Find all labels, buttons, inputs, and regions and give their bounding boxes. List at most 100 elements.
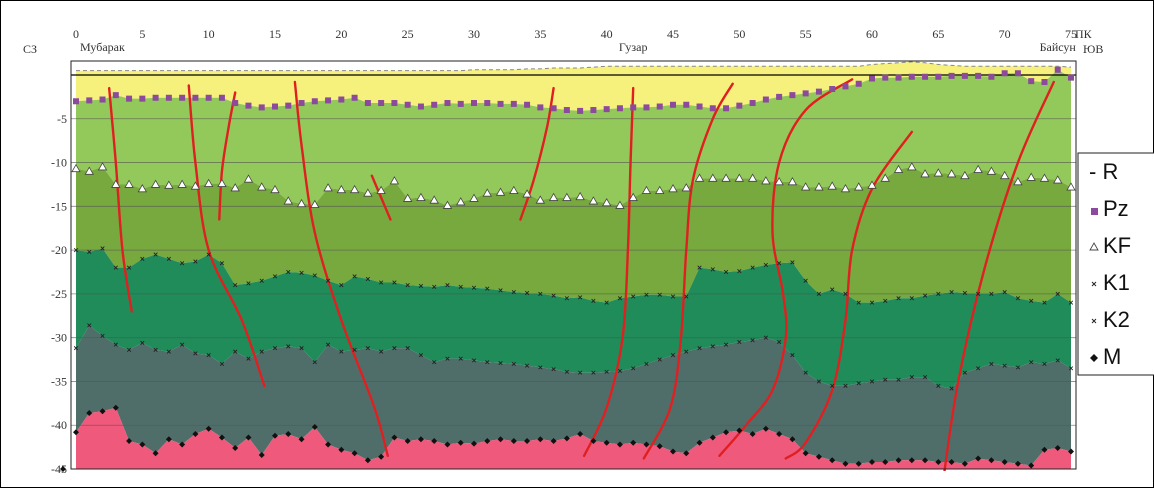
point-K2-37 xyxy=(564,369,569,374)
point-M-60 xyxy=(869,458,875,465)
point-K1-17 xyxy=(299,270,304,275)
point-M-12 xyxy=(232,444,239,451)
point-K2-31 xyxy=(485,360,490,365)
point-K2-72 xyxy=(1029,360,1034,365)
point-K1-31 xyxy=(485,286,490,291)
point-M-34 xyxy=(524,437,531,444)
point-M-22 xyxy=(364,457,371,464)
point-K1-42 xyxy=(631,294,636,299)
point-KF-54 xyxy=(787,177,798,186)
point-M-74 xyxy=(1054,444,1061,451)
y-tick-label-25: -25 xyxy=(51,287,67,301)
point-M-7 xyxy=(165,436,172,443)
point-K1-48 xyxy=(710,267,715,272)
point-KF-0 xyxy=(71,163,81,173)
point-Pz-1 xyxy=(86,97,93,104)
point-K1-33 xyxy=(511,290,516,295)
point-M-27 xyxy=(431,437,438,444)
point-K2-69 xyxy=(989,361,994,367)
point-K1-7 xyxy=(166,256,171,261)
point-K1-58 xyxy=(843,291,848,297)
point-Pz-18 xyxy=(311,98,318,105)
point-K1-32 xyxy=(498,288,503,293)
point-Pz-64 xyxy=(922,73,929,80)
point-K2-20 xyxy=(339,349,344,354)
x-unit-label: ПК xyxy=(1075,27,1093,41)
y-tick-label-45: -45 xyxy=(51,462,67,476)
point-Pz-36 xyxy=(550,105,557,112)
point-Pz-23 xyxy=(378,100,385,107)
x-tick-label-20: 20 xyxy=(335,27,347,41)
legend-marker-KF xyxy=(1089,242,1099,251)
x-axis-label-left: СЗ xyxy=(23,42,37,56)
point-Pz-9 xyxy=(192,94,199,101)
point-KF-39 xyxy=(588,196,599,205)
plot-border xyxy=(70,60,1077,470)
fault-lines xyxy=(107,78,1055,471)
point-KF-4 xyxy=(124,179,134,188)
point-K1-8 xyxy=(180,261,185,266)
point-Pz-24 xyxy=(391,100,398,107)
point-KF-22 xyxy=(363,188,373,197)
point-M-67 xyxy=(961,460,968,467)
point-K1-1 xyxy=(87,249,92,254)
x-tick-label-35: 35 xyxy=(534,27,546,41)
point-K2-27 xyxy=(432,360,437,365)
point-K1-51 xyxy=(750,265,755,270)
point-Pz-2 xyxy=(99,96,106,103)
point-Pz-0 xyxy=(73,98,79,105)
point-K1-24 xyxy=(392,280,397,285)
point-K2-68 xyxy=(976,366,981,371)
point-KF-59 xyxy=(854,182,864,191)
point-KF-8 xyxy=(177,179,187,188)
point-K1-18 xyxy=(312,273,317,278)
point-K2-5 xyxy=(140,340,145,346)
point-K1-60 xyxy=(869,300,875,305)
point-K1-19 xyxy=(325,278,331,283)
point-K2-45 xyxy=(670,353,676,358)
point-KF-36 xyxy=(548,192,559,201)
point-KF-41 xyxy=(615,200,625,209)
point-Pz-7 xyxy=(165,94,172,101)
point-Pz-72 xyxy=(1028,78,1035,85)
point-M-28 xyxy=(444,441,451,448)
point-M-59 xyxy=(855,460,862,467)
point-M-40 xyxy=(603,439,610,446)
fault-line-5 xyxy=(370,174,392,221)
point-M-35 xyxy=(537,436,544,443)
point-M-42 xyxy=(630,439,637,446)
point-K2-63 xyxy=(909,374,914,380)
point-K1-55 xyxy=(803,278,808,283)
point-K2-65 xyxy=(936,383,941,388)
point-Pz-50 xyxy=(736,102,743,109)
legend-label-K2: K2 xyxy=(1103,307,1130,332)
point-K2-43 xyxy=(644,361,649,367)
point-K2-62 xyxy=(896,377,901,382)
point-Pz-74 xyxy=(1054,66,1061,73)
point-Pz-35 xyxy=(537,104,544,111)
point-Pz-40 xyxy=(603,106,610,113)
point-KF-46 xyxy=(681,183,691,192)
point-K2-13 xyxy=(246,356,251,361)
point-K2-50 xyxy=(737,339,742,345)
point-Pz-45 xyxy=(670,101,676,108)
point-K1-30 xyxy=(471,285,477,290)
layer-area-M xyxy=(76,407,1071,469)
fault-line-8 xyxy=(642,82,734,460)
x-tick-label-50: 50 xyxy=(733,27,745,41)
point-K1-74 xyxy=(1055,291,1060,297)
point-KF-55 xyxy=(800,182,811,191)
point-KF-58 xyxy=(840,184,851,193)
point-K2-71 xyxy=(1015,365,1021,370)
point-M-68 xyxy=(975,455,982,462)
y-tick-label-30: -30 xyxy=(51,331,67,345)
point-Pz-38 xyxy=(577,107,584,114)
point-K1-44 xyxy=(657,292,662,297)
legend-marker-K1 xyxy=(1091,281,1097,287)
point-KF-66 xyxy=(946,169,957,178)
point-K1-12 xyxy=(233,283,238,288)
point-K1-46 xyxy=(684,294,689,299)
point-M-58 xyxy=(842,460,849,467)
point-KF-27 xyxy=(429,195,439,204)
point-KF-52 xyxy=(761,176,771,185)
